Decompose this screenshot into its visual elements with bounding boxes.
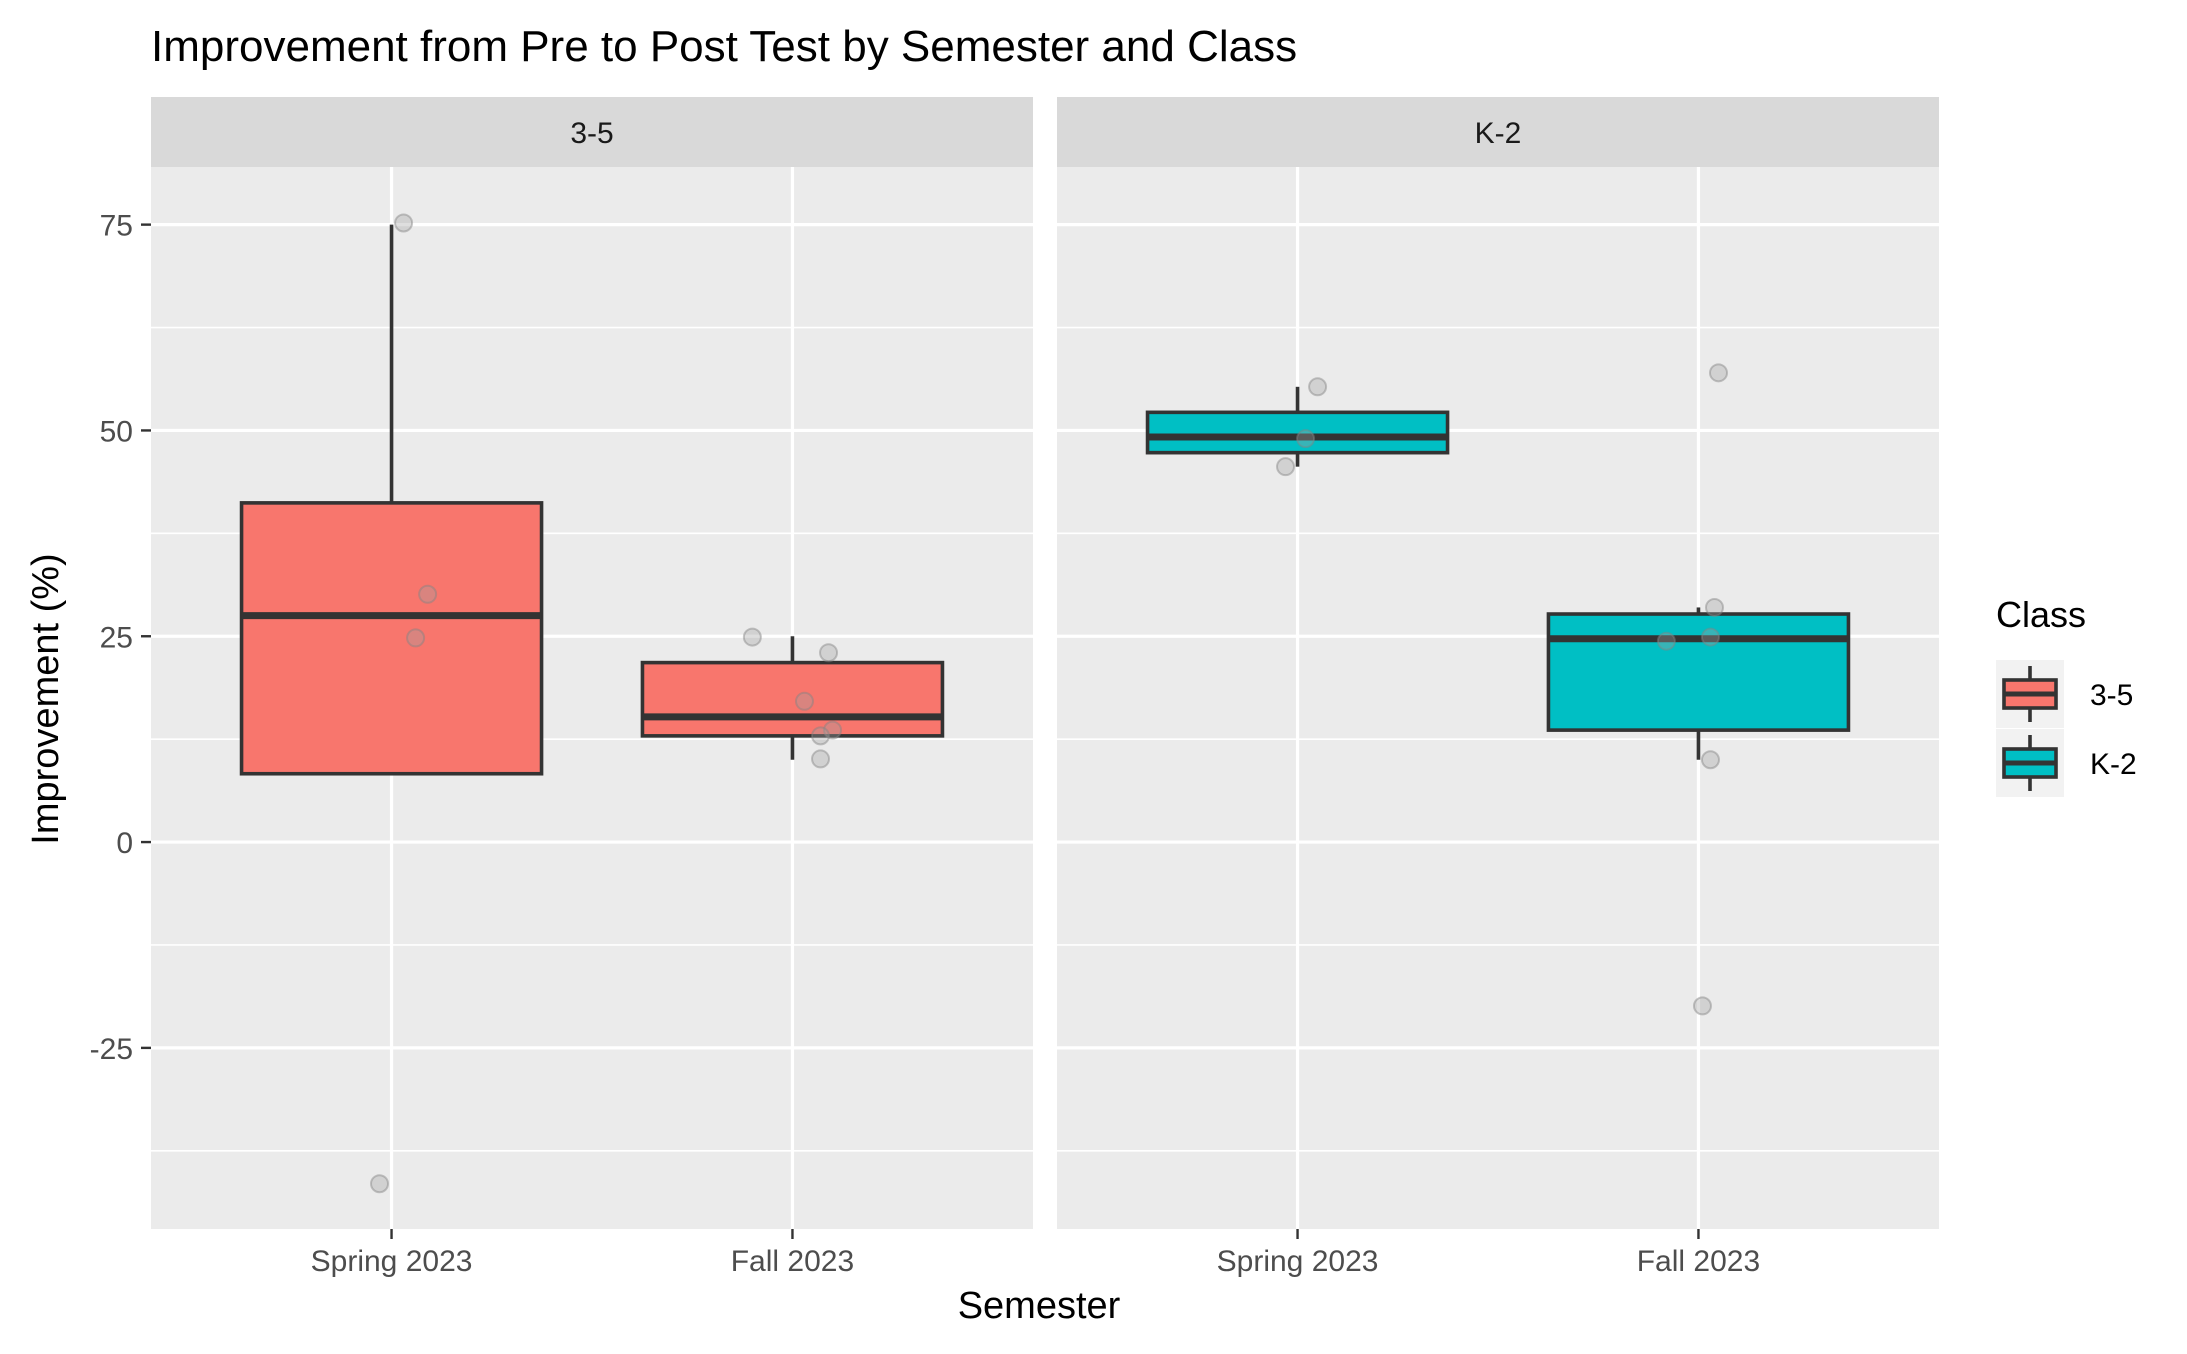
legend: Class 3-5 K-2: [1996, 594, 2137, 797]
box-3-5-Spring 2023: [239, 213, 544, 1194]
data-point: [742, 627, 762, 647]
x-tick-label: Fall 2023: [731, 1245, 854, 1278]
box-iqr: [640, 660, 945, 738]
y-tick-label: 50: [100, 415, 133, 448]
data-point: [823, 720, 843, 740]
chart-title: Improvement from Pre to Post Test by Sem…: [151, 22, 1297, 71]
data-point: [1296, 429, 1316, 449]
box-iqr: [239, 501, 544, 776]
x-tick-label: Spring 2023: [1217, 1245, 1379, 1278]
data-point: [394, 213, 414, 233]
facet-panel-K-2: K-2 Spring 2023 Fall 2023: [1057, 97, 1939, 1278]
data-point: [1700, 750, 1720, 770]
legend-title: Class: [1996, 594, 2086, 635]
facet-strip: [151, 97, 1033, 167]
data-point: [370, 1174, 390, 1194]
x-tick-label: Spring 2023: [311, 1245, 473, 1278]
data-point: [418, 584, 438, 604]
facet-panels: 3-5 Spring 2023 Fall 2023 -25 0 25 50 75 K-2 Spri…: [90, 97, 1939, 1278]
facet-strip-label: K-2: [1475, 117, 1522, 150]
data-point: [1704, 597, 1724, 617]
legend-label: 3-5: [2090, 679, 2133, 712]
data-point: [1308, 377, 1328, 397]
data-point: [811, 749, 831, 769]
box-K-2-Spring 2023: [1145, 377, 1450, 477]
y-tick-label: 0: [116, 827, 133, 860]
data-point: [406, 628, 426, 648]
x-axis-title: Semester: [958, 1285, 1121, 1327]
y-tick-label: 75: [100, 210, 133, 243]
box-3-5-Fall 2023: [640, 627, 945, 769]
data-point: [819, 643, 839, 663]
data-point: [794, 691, 814, 711]
facet-strip: [1057, 97, 1939, 167]
legend-entry-3-5: 3-5: [1996, 660, 2133, 728]
data-point: [1692, 996, 1712, 1016]
data-point: [1276, 457, 1296, 477]
data-point: [1656, 631, 1676, 651]
y-axis-title: Improvement (%): [25, 553, 67, 844]
facet-panel-3-5: 3-5 Spring 2023 Fall 2023 -25 0 25 50 75: [90, 97, 1033, 1278]
data-point: [1709, 363, 1728, 383]
data-point: [811, 726, 831, 746]
facet-strip-label: 3-5: [570, 117, 613, 150]
x-tick-label: Fall 2023: [1637, 1245, 1760, 1278]
y-tick-label: -25: [90, 1033, 133, 1066]
legend-label: K-2: [2090, 748, 2137, 781]
box-K-2-Fall 2023: [1546, 363, 1851, 1016]
legend-entry-K-2: K-2: [1996, 729, 2137, 797]
data-point: [1700, 627, 1720, 647]
y-tick-label: 25: [100, 621, 133, 654]
box-iqr: [1546, 612, 1851, 732]
box-iqr: [1145, 410, 1450, 455]
